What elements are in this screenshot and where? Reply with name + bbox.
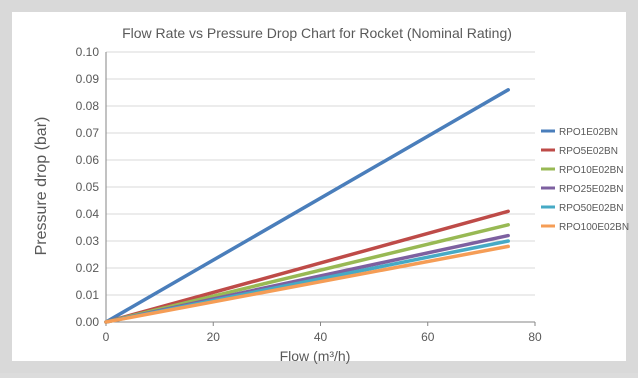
x-tick-label: 60	[421, 330, 435, 344]
series-line-rpo10e02bn	[104, 223, 510, 324]
x-tick-label: 20	[207, 330, 221, 344]
y-tick-label: 0.07	[76, 126, 100, 140]
x-axis-label: Flow (m³/h)	[280, 348, 351, 364]
series-line-rpo5e02bn	[104, 209, 510, 324]
y-tick-label: 0.00	[76, 315, 100, 329]
y-tick-label: 0.03	[76, 234, 100, 248]
legend-label: RPO10E02BN	[559, 165, 623, 176]
legend-label: RPO100E02BN	[559, 222, 629, 233]
y-tick-label: 0.01	[76, 288, 100, 302]
gridlines	[106, 51, 535, 296]
y-tick-label: 0.10	[76, 45, 100, 59]
legend-label: RPO50E02BN	[559, 203, 623, 214]
y-tick-label: 0.08	[76, 99, 100, 113]
x-tick-label: 0	[103, 330, 110, 344]
axes	[105, 52, 536, 326]
legend-label: RPO5E02BN	[559, 146, 618, 157]
y-tick-label: 0.04	[76, 207, 100, 221]
series-lines	[104, 88, 510, 324]
legend: RPO1E02BN RPO5E02BN RPO10E02BN RPO25E02BN RP…	[541, 127, 629, 233]
series-line-rpo100e02bn	[104, 244, 510, 324]
y-tick-label: 0.09	[76, 72, 100, 86]
legend-label: RPO1E02BN	[559, 127, 618, 138]
x-tick-label: 80	[528, 330, 542, 344]
y-axis-label: Pressure drop (bar)	[33, 117, 50, 256]
y-tick-label: 0.05	[76, 180, 100, 194]
y-tick-label: 0.06	[76, 153, 100, 167]
y-tick-label: 0.02	[76, 261, 100, 275]
x-tick-labels: 0 20 40 60 80	[103, 330, 542, 344]
legend-label: RPO25E02BN	[559, 184, 623, 195]
x-tick-label: 40	[314, 330, 328, 344]
chart-title: Flow Rate vs Pressure Drop Chart for Roc…	[122, 25, 512, 41]
series-line-rpo1e02bn	[104, 88, 510, 324]
y-tick-labels: 0.00 0.01 0.02 0.03 0.04 0.05 0.06 0.07 0.08 0.09…	[76, 45, 100, 329]
